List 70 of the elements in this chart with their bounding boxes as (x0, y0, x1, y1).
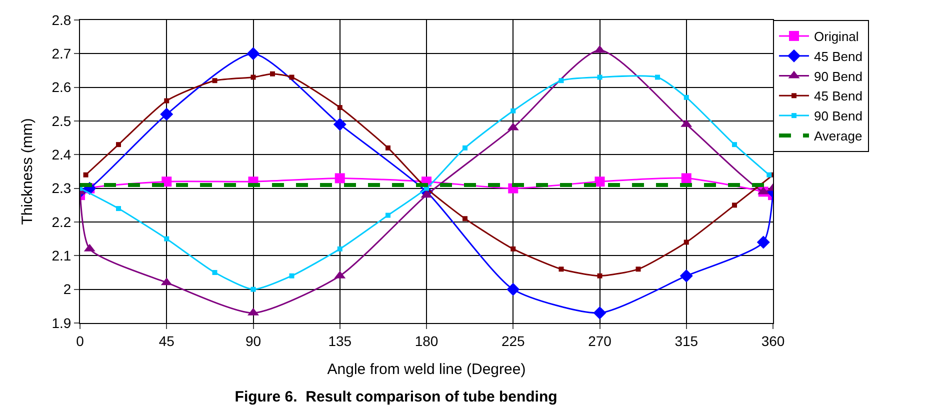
point (558, 266, 564, 272)
point (510, 108, 516, 114)
y-tick-label: 2.6 (52, 79, 72, 96)
point (558, 78, 564, 84)
y-tick-label: 2.1 (52, 248, 72, 264)
point (680, 269, 693, 282)
point (160, 108, 174, 121)
text: Figure 6. Result comparison of tube bending (234, 388, 558, 406)
point (337, 246, 342, 252)
point (164, 98, 170, 104)
y-tick-label: 2.4 (52, 146, 72, 163)
point (594, 176, 605, 187)
point (386, 212, 390, 218)
y-tick-label: 2.5 (52, 112, 72, 129)
point (766, 172, 772, 178)
y-tick-label: 2.3 (52, 180, 72, 196)
legend-label: 45 Bend (814, 88, 862, 104)
point (212, 78, 218, 84)
x-tick-label: 135 (328, 332, 352, 349)
point (636, 266, 641, 272)
point (246, 47, 260, 60)
point (250, 74, 256, 80)
point (593, 306, 606, 320)
point (116, 142, 121, 148)
point (756, 236, 770, 249)
point (597, 74, 602, 80)
legend-label: 90 Bend (814, 108, 862, 124)
point (116, 206, 121, 212)
x-tick-label: 225 (501, 332, 526, 349)
x-tick-label: 45 (158, 332, 175, 349)
point (732, 142, 737, 148)
legend-label: Average (814, 128, 862, 144)
y-tick-label: 2 (63, 281, 72, 298)
legend-label: 90 Bend (814, 68, 862, 84)
point (289, 74, 294, 80)
x-tick-label: 315 (674, 332, 698, 349)
point (164, 236, 170, 242)
point (162, 176, 172, 187)
x-tick-label: 270 (588, 332, 612, 349)
point (732, 202, 737, 208)
point (83, 172, 88, 178)
point (212, 270, 218, 275)
point (289, 273, 294, 278)
y-tick-label: 2.7 (52, 46, 72, 62)
legend-label: 45 Bend (814, 48, 862, 64)
point (597, 273, 602, 278)
point (655, 74, 660, 80)
point (462, 145, 468, 150)
y-axis-title: Thickness (mm) (18, 118, 36, 225)
x-axis-title: Angle from weld line (Degree) (327, 360, 526, 378)
point (506, 282, 520, 296)
y-tick-label: 1.9 (52, 314, 72, 331)
point (333, 118, 346, 131)
x-tick-label: 360 (761, 332, 785, 349)
point (386, 145, 390, 150)
x-tick-label: 180 (414, 332, 438, 349)
legend-label: Original (814, 29, 859, 44)
point (462, 216, 468, 222)
x-tick-label: 0 (76, 332, 84, 349)
point (270, 71, 275, 76)
x-tick-label: 90 (245, 332, 262, 349)
y-tick-label: 2.2 (52, 214, 72, 230)
point (684, 94, 689, 100)
point (334, 173, 345, 184)
y-tick-label: 2.8 (52, 12, 72, 28)
point (250, 286, 256, 292)
point (510, 246, 516, 252)
point (681, 173, 692, 184)
point (337, 105, 342, 110)
point (684, 240, 689, 245)
